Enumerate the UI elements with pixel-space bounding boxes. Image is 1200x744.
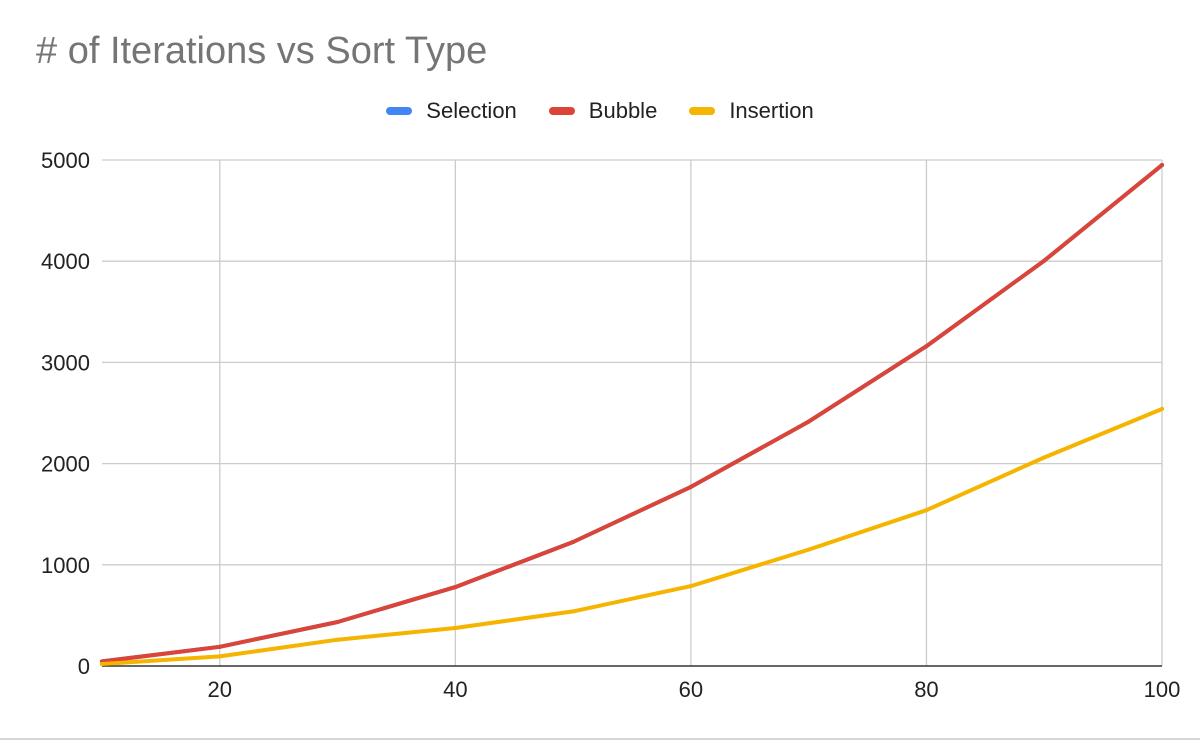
y-tick-label: 2000 xyxy=(41,452,90,477)
legend-label-bubble: Bubble xyxy=(588,98,658,123)
x-tick-label: 80 xyxy=(914,677,938,702)
series-line-bubble xyxy=(100,163,1164,664)
y-tick-label: 0 xyxy=(78,654,90,679)
data-point-insertion xyxy=(688,584,693,589)
data-point-insertion xyxy=(571,609,576,614)
legend-swatch-selection xyxy=(386,107,413,115)
legend-swatch-bubble xyxy=(548,107,575,115)
y-tick-label: 5000 xyxy=(41,148,90,173)
y-tick-label: 4000 xyxy=(41,249,90,274)
bottom-divider xyxy=(0,738,1200,740)
data-point-insertion xyxy=(924,508,929,513)
chart-title: # of Iterations vs Sort Type xyxy=(36,30,488,72)
x-tick-label: 40 xyxy=(443,677,467,702)
data-point-insertion xyxy=(1160,406,1164,411)
y-tick-label: 3000 xyxy=(41,350,90,375)
data-point-bubble xyxy=(1042,258,1047,263)
series-line-insertion xyxy=(100,407,1164,666)
legend-item-bubble[interactable]: Bubble xyxy=(548,98,658,124)
legend-swatch-insertion xyxy=(689,107,716,115)
data-point-insertion xyxy=(806,547,811,552)
data-point-bubble xyxy=(453,585,458,590)
data-point-insertion xyxy=(100,661,104,666)
legend-item-selection[interactable]: Selection xyxy=(386,98,517,124)
data-point-bubble xyxy=(806,419,811,424)
x-tick-label: 20 xyxy=(208,677,232,702)
legend: Selection Bubble Insertion xyxy=(0,98,1200,124)
data-point-bubble xyxy=(217,644,222,649)
data-point-insertion xyxy=(1042,455,1047,460)
series-line-selection xyxy=(100,163,1164,664)
data-point-insertion xyxy=(335,637,340,642)
legend-item-insertion[interactable]: Insertion xyxy=(689,98,814,124)
data-point-bubble xyxy=(688,484,693,489)
x-tick-label: 100 xyxy=(1144,677,1181,702)
legend-label-insertion: Insertion xyxy=(729,98,814,123)
data-point-insertion xyxy=(217,654,222,659)
data-point-insertion xyxy=(453,626,458,631)
y-tick-label: 1000 xyxy=(41,553,90,578)
data-point-bubble xyxy=(335,619,340,624)
legend-label-selection: Selection xyxy=(426,98,517,123)
x-tick-label: 60 xyxy=(679,677,703,702)
data-point-bubble xyxy=(571,540,576,545)
data-point-bubble xyxy=(924,344,929,349)
data-point-bubble xyxy=(1160,163,1164,168)
